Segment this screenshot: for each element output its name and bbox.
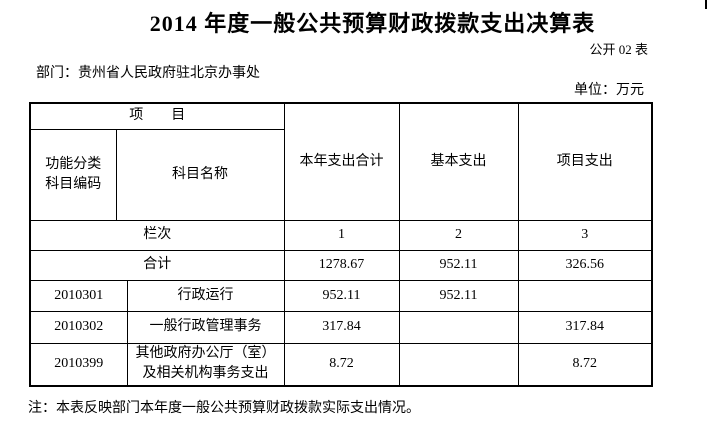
index-col-1: 1 bbox=[283, 219, 400, 251]
total-basic-value: 952.11 bbox=[398, 249, 519, 281]
header-subject-name: 科目名称 bbox=[115, 128, 285, 221]
total-row-label: 合计 bbox=[29, 249, 285, 281]
header-row-item: 项 目 本年支出合计 基本支出 项目支出 bbox=[29, 102, 653, 221]
expenditure-table: 项 目 本年支出合计 基本支出 项目支出 功能分类 科目编码 科目名称 栏次 1… bbox=[29, 102, 654, 387]
total-project-value: 326.56 bbox=[517, 249, 653, 281]
cell-project-expenditure: 8.72 bbox=[517, 342, 653, 387]
sheet-number-label: 公开 02 表 bbox=[589, 42, 648, 57]
cell-basic-expenditure bbox=[398, 342, 519, 387]
unit-label: 单位：万元 bbox=[574, 83, 644, 98]
cell-function-code: 2010302 bbox=[29, 310, 128, 344]
cell-subject-name: 其他政府办公厅（室） 及相关机构事务支出 bbox=[126, 342, 285, 387]
index-row-label: 栏次 bbox=[29, 219, 285, 251]
header-basic-expenditure: 基本支出 bbox=[398, 102, 519, 221]
total-annual-value: 1278.67 bbox=[283, 249, 400, 281]
header-annual-total: 本年支出合计 bbox=[283, 102, 400, 221]
header-project-expenditure: 项目支出 bbox=[517, 102, 653, 221]
header-function-code: 功能分类 科目编码 bbox=[29, 128, 117, 221]
cell-basic-expenditure bbox=[398, 310, 519, 344]
table-row: 2010399 其他政府办公厅（室） 及相关机构事务支出 8.72 8.72 bbox=[29, 342, 653, 387]
cell-project-expenditure bbox=[517, 279, 653, 312]
cell-annual-total: 317.84 bbox=[283, 310, 400, 344]
cell-subject-name: 一般行政管理事务 bbox=[126, 310, 285, 344]
column-index-row: 栏次 1 2 3 bbox=[29, 219, 653, 251]
cell-basic-expenditure: 952.11 bbox=[398, 279, 519, 312]
index-col-3: 3 bbox=[517, 219, 653, 251]
cell-annual-total: 952.11 bbox=[283, 279, 400, 312]
cell-subject-name: 行政运行 bbox=[126, 279, 285, 312]
cell-annual-total: 8.72 bbox=[283, 342, 400, 387]
table-row: 2010301 行政运行 952.11 952.11 bbox=[29, 279, 653, 312]
screen-edge-artifact bbox=[705, 0, 707, 9]
table-row: 2010302 一般行政管理事务 317.84 317.84 bbox=[29, 310, 653, 344]
header-row-sub: 功能分类 科目编码 科目名称 bbox=[29, 128, 652, 221]
total-row: 合计 1278.67 952.11 326.56 bbox=[29, 249, 653, 281]
report-title: 2014 年度一般公共预算财政拨款支出决算表 bbox=[149, 11, 596, 36]
header-item-group: 项 目 bbox=[29, 102, 285, 130]
footnote: 注：本表反映部门本年度一般公共预算财政拨款实际支出情况。 bbox=[28, 401, 420, 416]
cell-function-code: 2010399 bbox=[29, 342, 128, 387]
cell-project-expenditure: 317.84 bbox=[517, 310, 653, 344]
index-col-2: 2 bbox=[398, 219, 519, 251]
cell-function-code: 2010301 bbox=[29, 279, 128, 312]
department-label: 部门：贵州省人民政府驻北京办事处 bbox=[36, 66, 260, 81]
